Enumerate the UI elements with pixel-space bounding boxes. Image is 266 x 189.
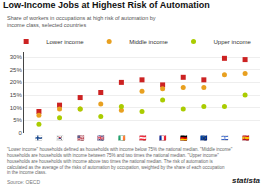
svg-text:🇪🇸: 🇪🇸 (242, 134, 250, 141)
svg-text:🇰🇷: 🇰🇷 (56, 134, 64, 141)
svg-text:statista: statista (232, 176, 261, 185)
svg-text:"Lower income" households defi: "Lower income" households defined as hou… (7, 147, 233, 175)
svg-text:🇮🇱: 🇮🇱 (221, 134, 229, 141)
svg-text:🇺🇸: 🇺🇸 (77, 134, 85, 141)
svg-text:Low-Income Jobs at Highest Ris: Low-Income Jobs at Highest Risk of Autom… (3, 0, 210, 10)
svg-text:20%: 20% (10, 79, 23, 85)
svg-text:🇫🇷: 🇫🇷 (159, 134, 167, 141)
svg-text:Middle income: Middle income (129, 39, 168, 45)
svg-text:🇦🇹: 🇦🇹 (139, 134, 147, 141)
svg-text:🇮🇪: 🇮🇪 (118, 134, 126, 141)
svg-text:🇫🇮: 🇫🇮 (35, 134, 43, 141)
svg-text:Share of workers in occupation: Share of workers in occupations at high … (7, 15, 156, 28)
svg-text:5%: 5% (13, 117, 22, 123)
svg-text:🇬🇧: 🇬🇧 (97, 134, 105, 141)
svg-text:🇩🇪: 🇩🇪 (180, 134, 188, 141)
svg-text:25%: 25% (10, 67, 23, 73)
svg-text:15%: 15% (10, 92, 23, 98)
svg-text:10%: 10% (10, 105, 23, 111)
svg-text:🇪🇺: 🇪🇺 (200, 134, 208, 141)
svg-text:0: 0 (18, 130, 22, 136)
svg-text:Upper income: Upper income (214, 39, 252, 45)
svg-text:Source: OECD: Source: OECD (7, 179, 40, 185)
svg-text:30%: 30% (10, 54, 23, 60)
svg-text:Lower income: Lower income (46, 39, 84, 45)
